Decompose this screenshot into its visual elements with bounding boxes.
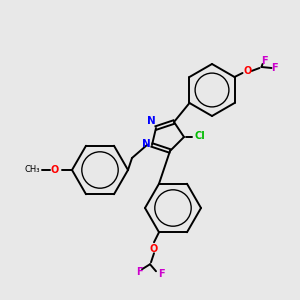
Text: N: N	[142, 139, 150, 149]
Text: O: O	[243, 66, 252, 76]
Text: O: O	[51, 165, 59, 175]
Text: N: N	[147, 116, 155, 126]
Text: F: F	[271, 63, 278, 73]
Text: Cl: Cl	[195, 131, 206, 141]
Text: F: F	[261, 56, 268, 66]
Text: CH₃: CH₃	[24, 166, 40, 175]
Text: F: F	[158, 269, 164, 279]
Text: O: O	[150, 244, 158, 254]
Text: F: F	[136, 267, 142, 277]
